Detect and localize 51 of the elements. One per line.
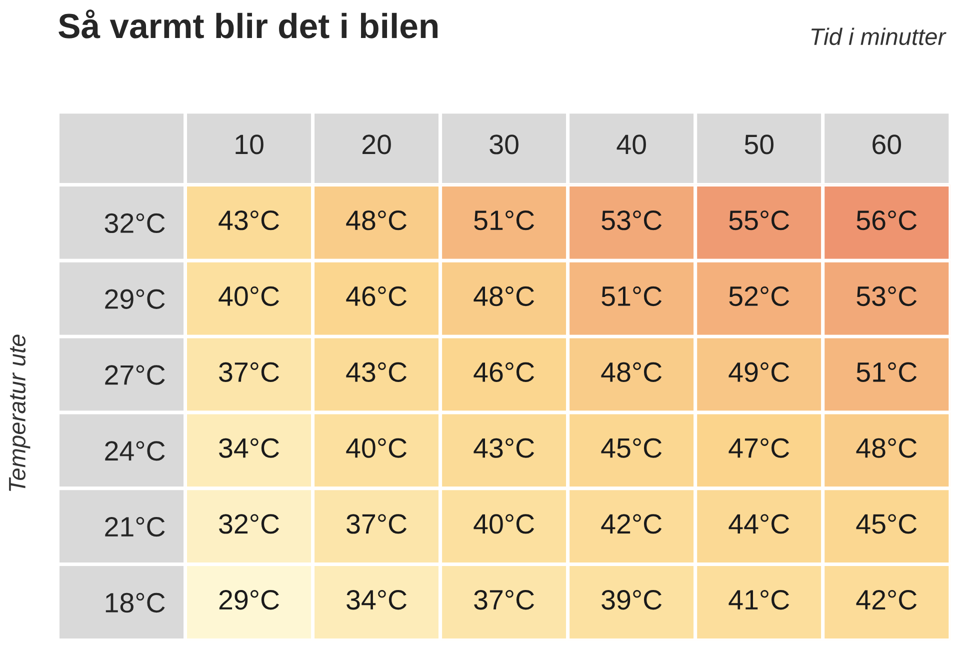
x-tick-label: 10 — [236, 134, 264, 154]
data-label: 51°C — [474, 210, 534, 230]
data-label: 48°C — [474, 286, 534, 306]
data-label: 47°C — [728, 438, 790, 458]
data-label: 45°C — [856, 514, 917, 534]
data-label: 56°C — [856, 210, 917, 230]
data-label: 53°C — [856, 286, 917, 306]
data-label: 34°C — [346, 590, 407, 610]
data-label: 45°C — [601, 438, 662, 458]
y-tick-label: 24°C — [105, 441, 165, 461]
chart-title: Så varmt blir det i bilen — [58, 9, 438, 38]
data-label: 42°C — [601, 514, 662, 534]
data-label: 48°C — [601, 362, 662, 382]
data-label: 55°C — [729, 210, 790, 230]
y-axis-title: Temperatur ute — [9, 334, 30, 491]
data-label: 29°C — [219, 590, 280, 610]
data-label: 39°C — [602, 590, 662, 610]
data-label: 48°C — [346, 210, 407, 230]
data-label: 53°C — [602, 210, 662, 230]
data-label: 41°C — [728, 590, 790, 610]
data-label: 42°C — [856, 590, 917, 610]
data-label: 32°C — [219, 514, 280, 534]
data-label: 40°C — [218, 286, 280, 306]
data-label: 40°C — [346, 438, 407, 458]
data-label: 34°C — [219, 438, 280, 458]
y-tick-label: 32°C — [104, 213, 165, 234]
y-tick-label: 29°C — [105, 289, 165, 309]
x-tick-label: 40 — [616, 134, 646, 154]
x-tick-label: 20 — [362, 134, 391, 154]
data-label: 37°C — [474, 590, 534, 610]
data-label: 44°C — [728, 514, 790, 534]
y-tick-label: 27°C — [105, 365, 165, 385]
x-tick-label: 60 — [872, 134, 902, 154]
data-label: 46°C — [346, 286, 407, 306]
data-label: 51°C — [602, 286, 662, 306]
x-tick-label: 30 — [490, 134, 518, 154]
data-label: 51°C — [856, 362, 917, 382]
data-label: 37°C — [219, 362, 280, 382]
data-label: 43°C — [218, 210, 280, 230]
data-label: 43°C — [474, 438, 534, 458]
y-tick-label: 18°C — [106, 592, 165, 613]
x-axis-title: Tid i minutter — [811, 28, 946, 46]
data-label: 48°C — [856, 438, 917, 458]
y-tick-label: 21°C — [105, 516, 165, 537]
x-tick-label: 50 — [744, 134, 774, 154]
data-label: 46°C — [474, 362, 534, 382]
data-label: 37°C — [346, 514, 407, 534]
data-label: 43°C — [346, 362, 407, 382]
data-label: 49°C — [728, 362, 790, 382]
data-label: 40°C — [474, 514, 534, 534]
data-label: 52°C — [729, 286, 790, 306]
